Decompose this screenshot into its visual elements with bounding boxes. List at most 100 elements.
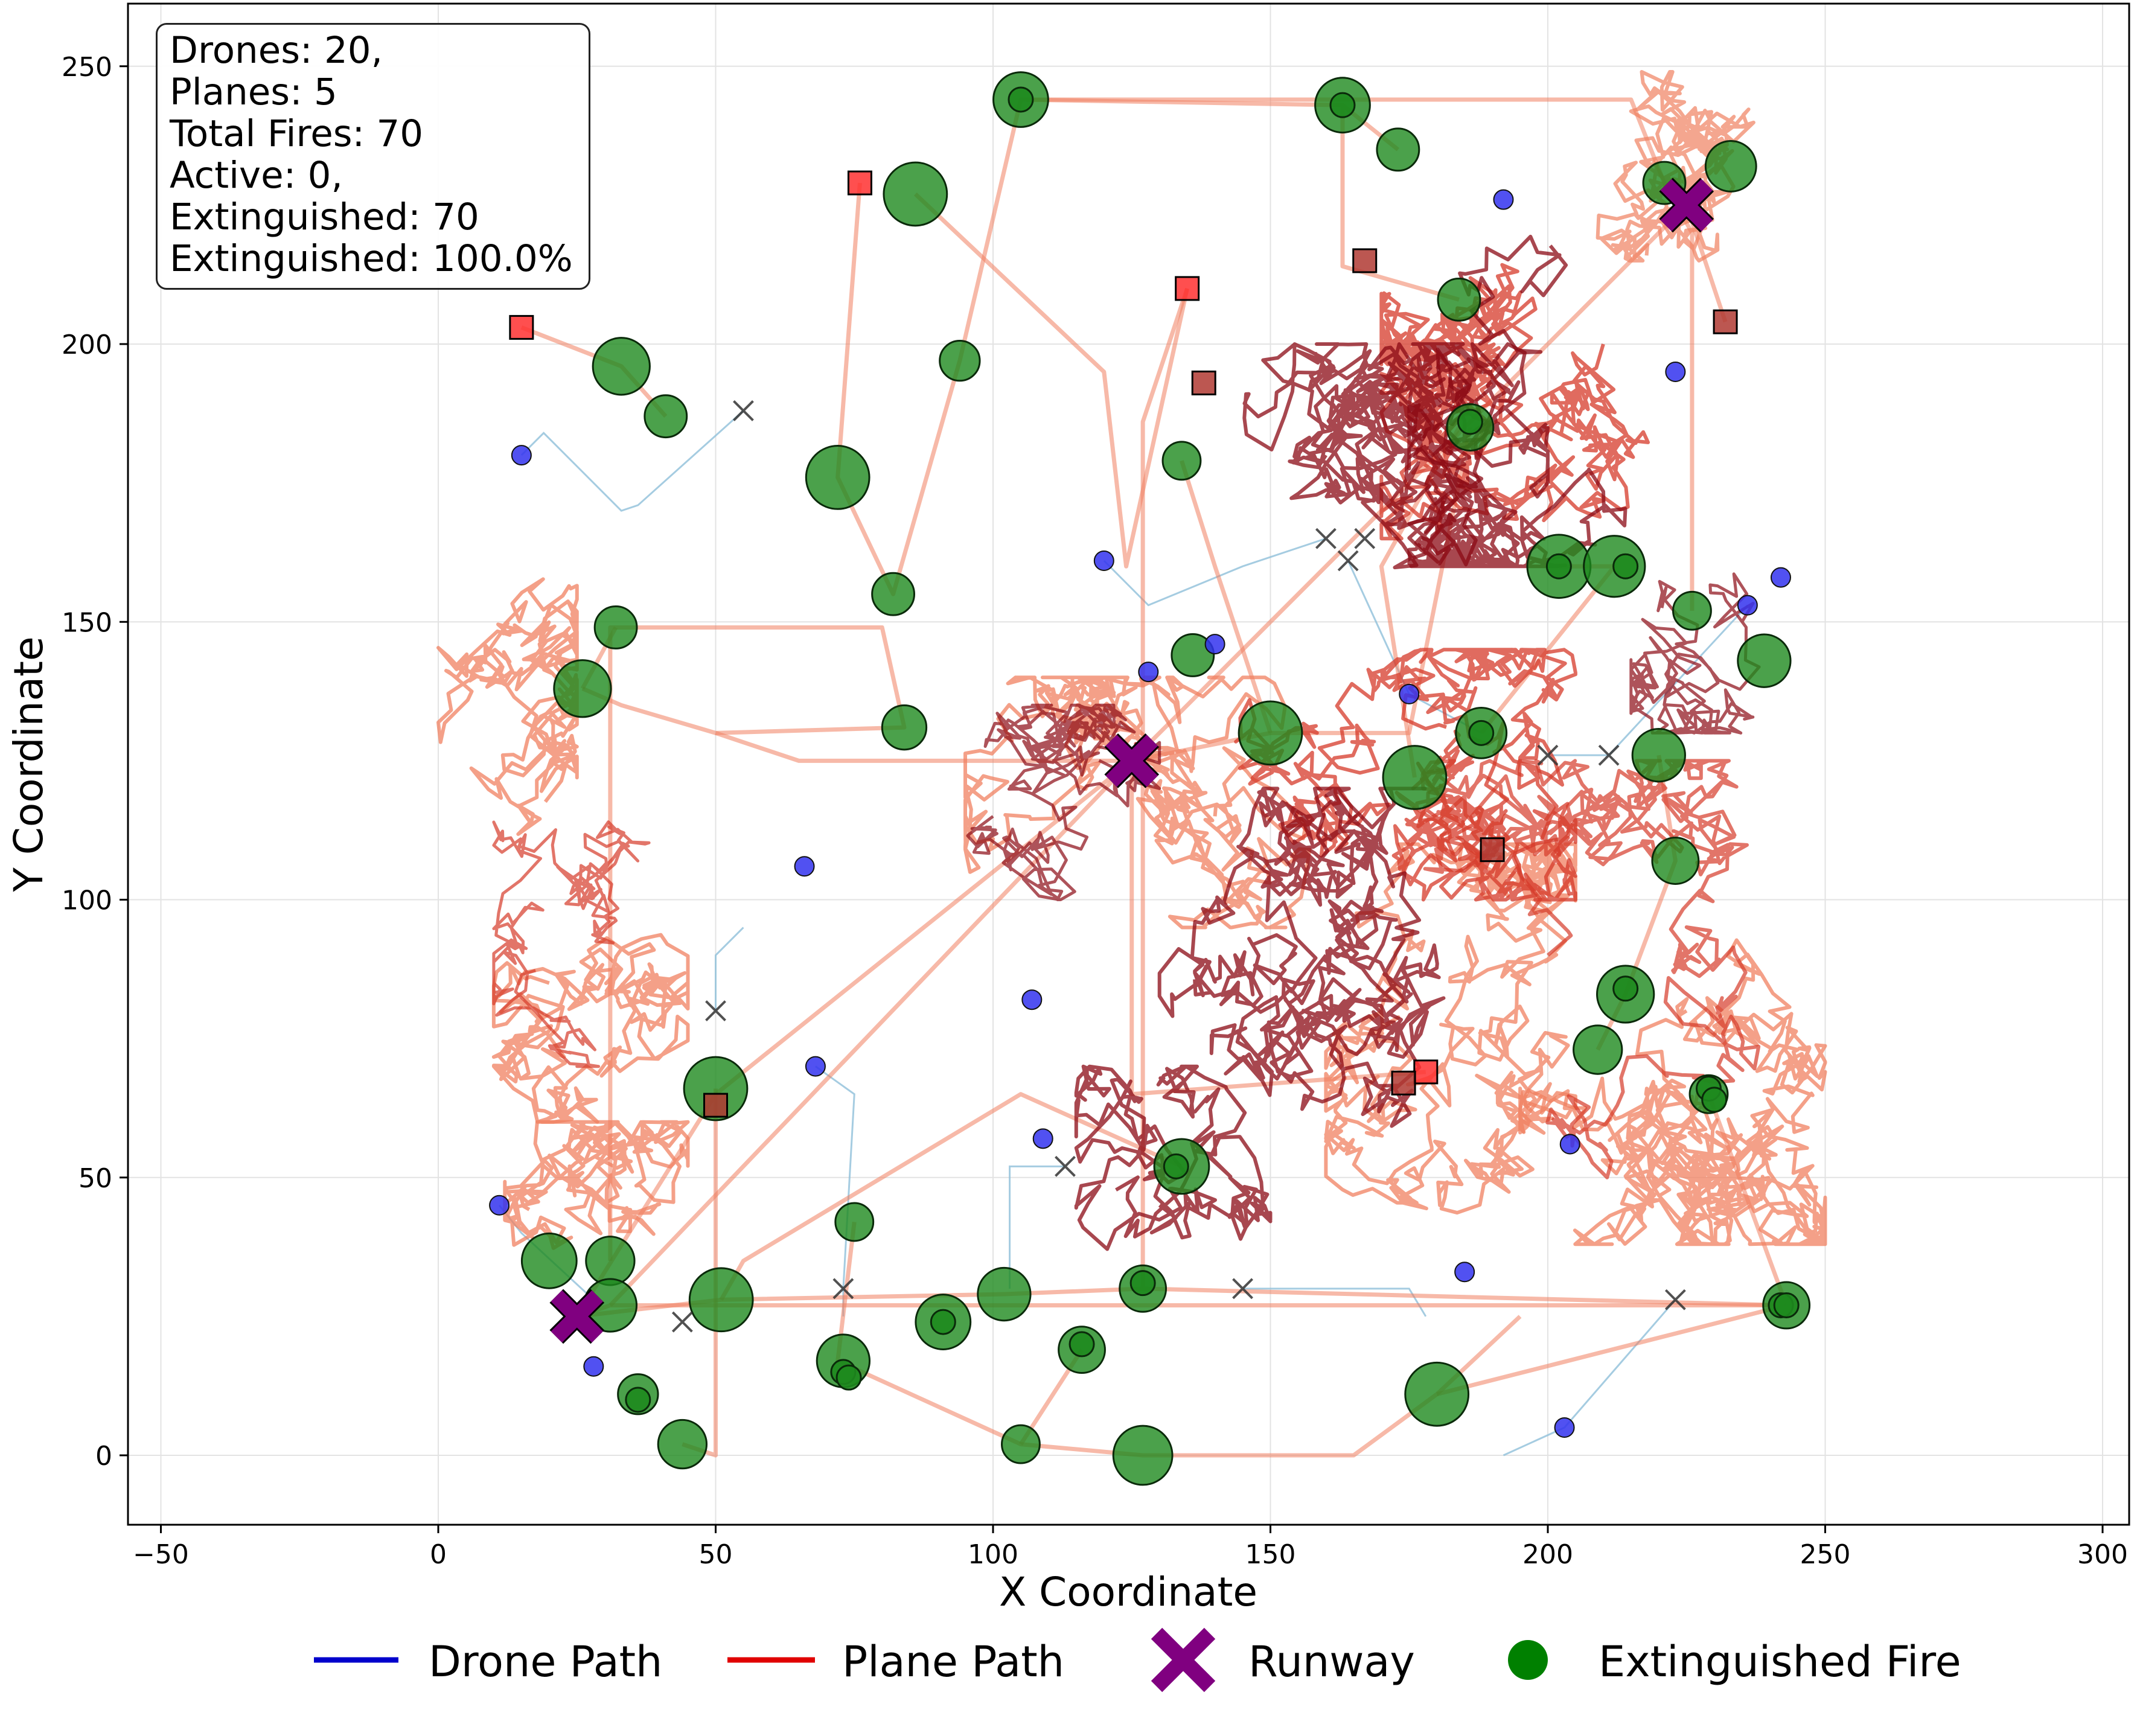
extinguished-fire-small: [835, 1364, 862, 1391]
plane-path: [576, 1303, 1787, 1319]
extinguished-fire: [1704, 140, 1757, 193]
plane-path-swatch: [727, 1657, 815, 1663]
runway-icon: [1660, 179, 1713, 232]
plane: [1175, 276, 1200, 301]
extinguished-fire: [593, 605, 638, 649]
drone: [583, 1356, 604, 1377]
y-tick-label: 0: [95, 1441, 112, 1472]
drone: [1737, 595, 1758, 616]
drone: [1032, 1128, 1053, 1149]
plane-path: [719, 1092, 1183, 1301]
extinguished-fire: [1171, 633, 1215, 677]
extinguished-fire: [1737, 633, 1792, 688]
extinguished-fire-small: [1545, 553, 1572, 579]
extinguished-fire-small: [1773, 1292, 1800, 1318]
extinguished-fire: [644, 394, 688, 439]
extinguished-fire-small: [1008, 86, 1034, 113]
y-axis-label: Y Coordinate: [5, 636, 52, 892]
plane-path: [1436, 1303, 1787, 1397]
extinguished-fire: [1161, 441, 1202, 481]
extinguished-fire-small: [1329, 92, 1356, 118]
plane: [1191, 370, 1216, 395]
y-tick-label: 250: [62, 52, 112, 83]
plane-path: [1020, 97, 1667, 184]
extinguished-fire: [939, 339, 981, 382]
drone-path: [715, 927, 744, 1011]
runway-icon: [551, 1290, 603, 1343]
extinguished-fire: [1651, 837, 1700, 885]
drone-path: [1009, 1165, 1065, 1289]
plot-frame: [127, 2, 2130, 1526]
drone-finished-marker: [1537, 744, 1559, 766]
legend-item-runway: Runway: [1147, 1624, 1415, 1696]
drone-path: [1503, 1299, 1676, 1457]
drone-finished-marker: [733, 400, 754, 421]
legend-item-plane-path: Plane Path: [727, 1624, 1064, 1696]
plane-path: [491, 933, 690, 1124]
plane: [509, 314, 534, 340]
extinguished-fire-small: [625, 1387, 651, 1413]
drone-finished-marker: [1598, 744, 1620, 766]
plane-path: [503, 1120, 690, 1250]
drones: [489, 189, 1791, 1438]
runway-icon: [1151, 1627, 1216, 1693]
stat-planes: Planes: 5: [170, 71, 337, 113]
drone: [489, 1195, 510, 1216]
extinguished-fire: [834, 1202, 875, 1242]
extinguished-fire: [520, 1232, 578, 1289]
extinguished-fire: [883, 161, 948, 227]
runways: [549, 177, 1714, 1344]
extinguished-fire: [1404, 1361, 1470, 1427]
x-tick-label: 0: [430, 1539, 447, 1570]
plane: [703, 1093, 728, 1118]
drone-path: [1103, 537, 1326, 607]
drone: [794, 856, 815, 877]
plane-path: [492, 820, 651, 1068]
stat-extinguished-percent: Extinguished: 100.0%: [170, 237, 573, 280]
plane-path: [715, 731, 1132, 763]
drone-finished-marker: [671, 1311, 693, 1333]
extinguished-fire: [1238, 700, 1303, 766]
x-tick-label: 300: [2077, 1539, 2128, 1570]
drone-finished-marker: [705, 1000, 726, 1022]
drone: [1138, 662, 1159, 683]
drone: [1559, 1134, 1580, 1155]
extinguished-fire: [1382, 745, 1448, 810]
extinguished-fire-small: [930, 1309, 956, 1335]
drone: [1204, 634, 1225, 655]
drone-finished-marker: [1232, 1278, 1253, 1300]
extinguished-fire: [553, 659, 612, 718]
drone-path-swatch: [314, 1657, 398, 1663]
x-tick-label: 200: [1522, 1539, 1573, 1570]
plane-path: [577, 1286, 1787, 1319]
plane: [1352, 248, 1378, 273]
plane-path: [1596, 755, 1678, 1051]
legend-label: Plane Path: [842, 1637, 1065, 1687]
plane-path: [966, 703, 1161, 901]
stat-extinguished: Extinguished: 70: [170, 196, 479, 238]
plane-path: [1140, 287, 1189, 1289]
extinguished-fire: [977, 1266, 1032, 1322]
stats-box: Drones: 20, Planes: 5 Total Fires: 70 Ac…: [156, 23, 590, 290]
extinguished-fire: [657, 1418, 708, 1470]
extinguished-fire: [1112, 1425, 1174, 1486]
extinguished-fire-small: [1163, 1153, 1189, 1179]
drone-finished-marker: [1354, 528, 1376, 549]
legend-item-extinguished-fire: Extinguished Fire: [1506, 1624, 1961, 1696]
plane: [847, 170, 872, 196]
extinguished-fire-small: [1612, 975, 1639, 1002]
extinguished-fire-small: [1129, 1270, 1156, 1297]
extinguished-fire: [585, 1236, 636, 1286]
extinguished-fire: [1573, 1024, 1623, 1075]
drone: [1021, 989, 1043, 1010]
legend-label: Runway: [1248, 1637, 1415, 1687]
runway-icon: [1105, 735, 1158, 787]
extinguished-fire-small: [1068, 1331, 1095, 1358]
extinguished-fire-small: [1701, 1087, 1728, 1113]
plane: [1713, 309, 1738, 334]
extinguished-fires: [520, 71, 1811, 1486]
plane-path: [913, 192, 1190, 569]
x-axis-label: X Coordinate: [999, 1569, 1257, 1615]
y-tick-label: 200: [62, 330, 112, 360]
